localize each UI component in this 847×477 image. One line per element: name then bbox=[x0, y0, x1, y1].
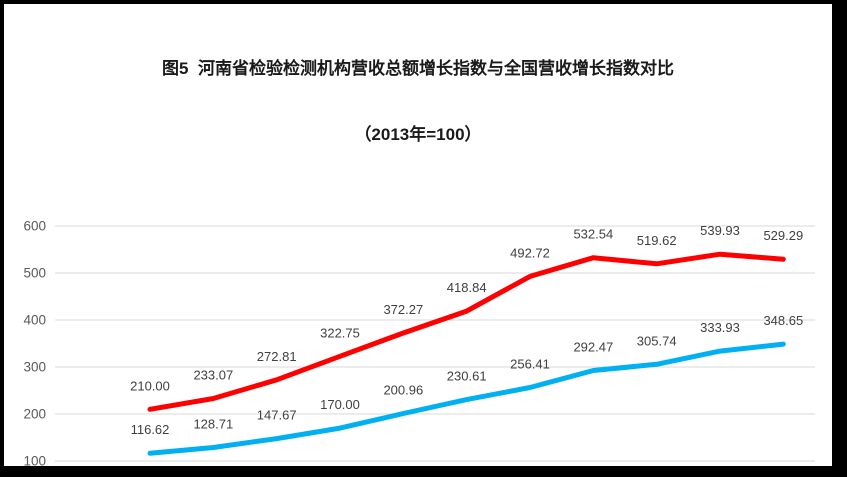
y-axis-tick-label: 100 bbox=[23, 454, 46, 469]
data-label: 519.62 bbox=[637, 233, 677, 248]
data-label: 116.62 bbox=[131, 422, 170, 437]
data-label: 200.96 bbox=[383, 383, 423, 398]
data-label: 539.93 bbox=[700, 223, 740, 238]
data-label: 170.00 bbox=[320, 397, 360, 412]
data-label: 372.27 bbox=[383, 302, 423, 317]
data-label: 256.41 bbox=[510, 356, 550, 371]
y-axis-tick-label: 500 bbox=[23, 266, 46, 281]
data-label: 230.61 bbox=[447, 369, 487, 384]
data-label: 348.65 bbox=[763, 313, 803, 328]
y-axis-tick-label: 300 bbox=[23, 360, 46, 375]
data-label: 418.84 bbox=[447, 280, 487, 295]
data-label: 305.74 bbox=[637, 333, 677, 348]
y-axis-tick-label: 200 bbox=[23, 407, 46, 422]
data-label: 272.81 bbox=[257, 349, 297, 364]
plot-area: 0100200300400500600201320142015201620172… bbox=[23, 219, 815, 469]
data-label: 233.07 bbox=[193, 367, 233, 382]
data-label: 128.71 bbox=[193, 417, 233, 432]
henan-series-line bbox=[147, 251, 786, 412]
data-label: 529.29 bbox=[763, 228, 803, 243]
chart-title: 图5 河南省检验检测机构营收总额增长指数与全国营收增长指数对比 （2013年=1… bbox=[4, 14, 832, 190]
data-label: 532.54 bbox=[573, 227, 613, 242]
data-label: 210.00 bbox=[130, 378, 170, 393]
chart-title-line1: 图5 河南省检验检测机构营收总额增长指数与全国营收增长指数对比 bbox=[162, 59, 674, 78]
data-label: 322.75 bbox=[320, 325, 360, 340]
y-axis-tick-label: 400 bbox=[23, 313, 46, 328]
data-label: 292.47 bbox=[573, 340, 613, 355]
y-axis-tick-label: 600 bbox=[23, 219, 46, 234]
chart-title-line2: （2013年=100） bbox=[354, 125, 482, 144]
data-label: 492.72 bbox=[510, 245, 550, 260]
data-label: 147.67 bbox=[257, 408, 297, 423]
data-label: 333.93 bbox=[700, 320, 740, 335]
national-series-line bbox=[147, 341, 786, 456]
